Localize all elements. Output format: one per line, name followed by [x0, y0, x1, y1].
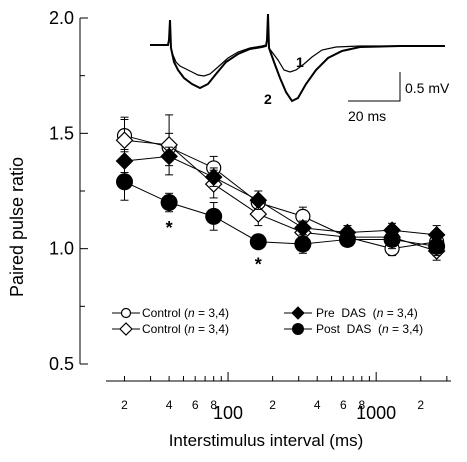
data-point [116, 173, 134, 191]
legend-entry-pre-das: Pre DAS (n = 3,4) [284, 306, 418, 320]
data-point [249, 191, 268, 210]
x-tick-label: 6 [340, 398, 347, 412]
inset-trace-label-1: 1 [296, 54, 304, 70]
data-point [204, 168, 223, 187]
x-tick-label: 8 [210, 398, 217, 412]
legend-marker-open-circle [120, 307, 132, 319]
legend-entry-control-diamond: Control (n = 3,4) [112, 322, 229, 336]
legend-label-post-das: Post DAS (n = 3,4) [316, 322, 423, 336]
y-axis-label: Paired pulse ratio [7, 157, 27, 297]
series-filled-circle [116, 162, 446, 257]
y-tick-label: 1.5 [49, 123, 74, 143]
y-tick-label: 0.5 [49, 354, 74, 374]
data-point [205, 207, 223, 225]
x-tick-label: 2 [417, 398, 424, 412]
x-tick-label: 100 [213, 403, 243, 423]
data-point [294, 235, 312, 253]
significance-markers: ** [166, 218, 262, 275]
inset-scale-y-label: 0.5 mV [405, 80, 450, 96]
series-line [124, 135, 437, 250]
inset-trace-2 [150, 13, 445, 103]
x-axis-label: Interstimulus interval (ms) [169, 431, 364, 450]
x-tick-label: 2 [121, 398, 128, 412]
data-point [160, 147, 178, 166]
data-point [249, 205, 268, 223]
y-ticks: 0.5 1.0 1.5 2.0 [49, 8, 88, 374]
inset-scale-bar [348, 72, 401, 102]
legend-marker-filled-diamond [291, 306, 305, 320]
data-point [383, 230, 401, 248]
x-tick-label: 4 [166, 398, 173, 412]
legend: Control (n = 3,4) Control (n = 3,4) Pre … [112, 306, 423, 336]
data-point [338, 230, 356, 248]
legend-marker-filled-circle [292, 323, 304, 335]
data-point [249, 233, 267, 251]
y-tick-label: 1.0 [49, 239, 74, 259]
inset-traces: 1 2 0.5 mV 20 ms [150, 13, 450, 124]
legend-label-control-circle: Control (n = 3,4) [142, 306, 229, 320]
x-tick-label: 6 [192, 398, 199, 412]
y-tick-label: 2.0 [49, 8, 74, 28]
legend-entry-control-circle: Control (n = 3,4) [112, 306, 229, 320]
x-tick-label: 2 [269, 398, 276, 412]
significance-asterisk: * [166, 218, 173, 238]
inset-trace-label-2: 2 [264, 91, 272, 107]
x-tick-label: 4 [314, 398, 321, 412]
legend-label-control-diamond: Control (n = 3,4) [142, 322, 229, 336]
legend-label-pre-das: Pre DAS (n = 3,4) [316, 306, 418, 320]
inset-scale-x-label: 20 ms [348, 108, 386, 124]
data-point [115, 131, 134, 150]
x-tick-label: 1000 [356, 403, 396, 423]
legend-entry-post-das: Post DAS (n = 3,4) [284, 322, 423, 336]
x-tick-label: 8 [358, 398, 365, 412]
significance-asterisk: * [255, 255, 262, 275]
series-filled-diamond [115, 146, 446, 245]
data-point [428, 237, 446, 255]
data-point [160, 194, 178, 212]
series-layer [115, 114, 446, 261]
legend-marker-open-diamond [119, 322, 133, 336]
